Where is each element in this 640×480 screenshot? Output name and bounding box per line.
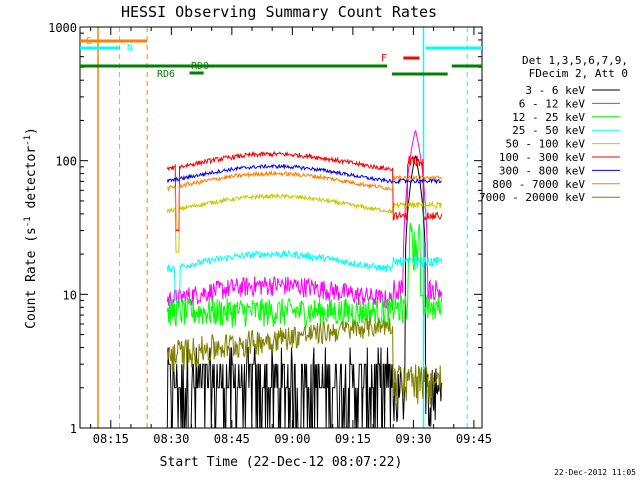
legend: Det 1,3,5,6,7,9, FDecim 2, Att 0 3 - 6 k… [479, 54, 628, 204]
x-axis-label: Start Time (22-Dec-12 08:07:22) [160, 455, 403, 470]
flag-bars: S N RD0 RD6 F [80, 36, 482, 80]
legend-label-7: 800 - 7000 keV [492, 178, 585, 191]
legend-label-0: 3 - 6 keV [525, 84, 585, 97]
series-line-12-25-kev [166, 222, 443, 329]
y-axis-label-part3: ) [24, 127, 39, 135]
x-tick-label-3: 09:00 [274, 432, 310, 446]
y-axis-label-part2: detector [24, 146, 39, 217]
footer-timestamp: 22-Dec-2012 11:05 [554, 468, 636, 477]
series-line-50-100-kev [166, 193, 443, 253]
legend-label-1: 6 - 12 keV [519, 97, 586, 110]
y-tick-label-1: 10 [63, 288, 77, 302]
series-line-7000-20000-kev [166, 317, 443, 405]
legend-label-5: 100 - 300 keV [499, 151, 585, 164]
chart-title: HESSI Observing Summary Count Rates [121, 3, 437, 21]
legend-label-3: 25 - 50 keV [512, 124, 585, 137]
y-tick-label-2: 100 [55, 155, 77, 169]
y-axis-label: Count Rate (s-1 detector-1) [23, 127, 39, 329]
x-tick-label-5: 09:30 [395, 432, 431, 446]
x-tick-label-6: 09:45 [456, 432, 492, 446]
flag-label-rd6: RD6 [157, 69, 175, 80]
y-axis-label-sup1: -1 [23, 216, 33, 227]
y-tick-label-0: 1 [70, 422, 77, 436]
x-tick-label-1: 08:30 [153, 432, 189, 446]
x-tick-label-2: 08:45 [214, 432, 250, 446]
series-line-800-7000-kev [166, 169, 443, 230]
legend-label-6: 300 - 800 keV [499, 164, 585, 177]
x-tick-label-0: 08:15 [93, 432, 129, 446]
plot-area [97, 27, 468, 429]
y-tick-label-3: 1000 [48, 21, 77, 35]
legend-label-8: 7000 - 20000 keV [479, 191, 585, 204]
series-line-300-800-kev [166, 163, 442, 185]
series-line-25-50-kev [166, 249, 443, 301]
flag-label-rd0: RD0 [191, 61, 209, 72]
y-axis-label-part1: Count Rate (s [24, 227, 39, 329]
series-line-100-300-kev [166, 150, 443, 232]
legend-label-4: 50 - 100 keV [506, 138, 586, 151]
series-line-6-12-kev [166, 129, 443, 311]
axis-ticks: 08:15 08:30 08:45 09:00 09:15 09:30 09:45 1 10 10… [48, 21, 492, 446]
flag-label-s: S [86, 36, 92, 47]
flag-label-n: N [127, 43, 133, 54]
legend-header-2: FDecim 2, Att 0 [529, 67, 628, 80]
legend-header-1: Det 1,3,5,6,7,9, [522, 54, 628, 67]
flag-label-f: F [381, 53, 387, 64]
x-tick-label-4: 09:15 [335, 432, 371, 446]
y-axis-label-sup2: -1 [23, 135, 33, 146]
legend-label-2: 12 - 25 keV [512, 111, 585, 124]
plot-frame [79, 26, 483, 429]
